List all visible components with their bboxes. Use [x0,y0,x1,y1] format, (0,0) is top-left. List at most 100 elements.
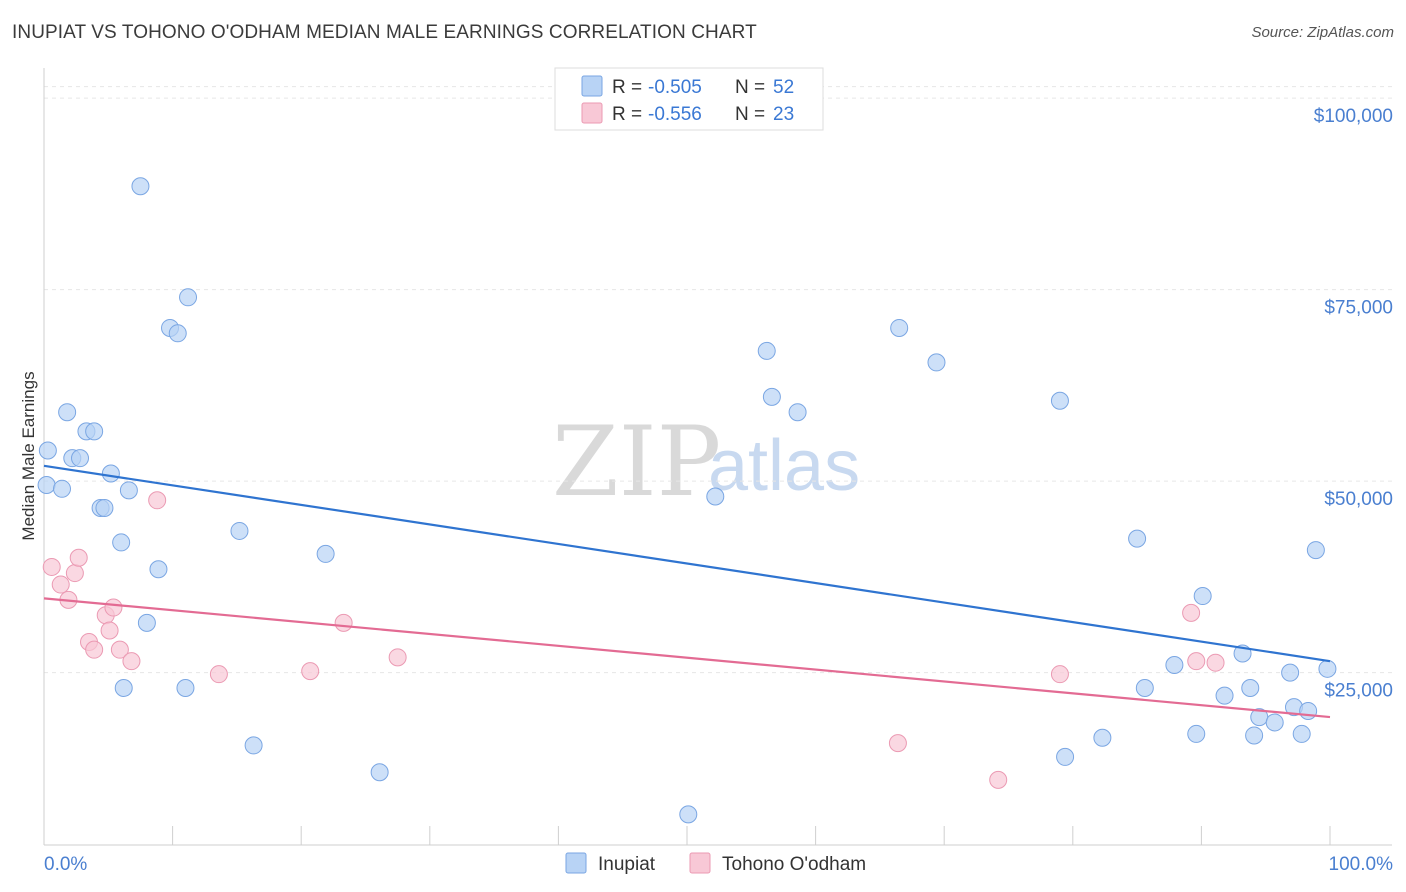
point-inupiat [131,177,150,196]
legend-label-tohono: Tohono O'odham [722,854,866,875]
legend-n-label: N = [735,77,765,98]
point-inupiat [149,560,168,579]
data-points [37,177,1337,824]
point-inupiat [58,403,77,422]
legend-n-value: 52 [773,77,794,98]
y-tick-label: $75,000 [1324,298,1393,319]
source-label: Source: ZipAtlas.com [1251,24,1394,41]
watermark-zip: ZIP [552,406,721,518]
point-inupiat [1056,747,1075,766]
point-tohono [888,734,907,753]
point-inupiat [119,481,138,500]
legend-r-value: -0.556 [648,104,702,125]
legend-swatch-inupiat-bottom [565,852,587,874]
y-tick-label: $25,000 [1324,681,1393,702]
stats-legend: R = -0.505 N = 52 R = -0.556 N = 23 [554,67,824,131]
point-inupiat [927,353,946,372]
legend-r-label: R = [612,104,642,125]
point-inupiat [788,403,807,422]
point-inupiat [1187,724,1206,743]
point-inupiat [114,678,133,697]
point-inupiat [1265,713,1284,732]
x-tick-label: 100.0% [1329,854,1394,875]
point-inupiat [1050,391,1069,410]
point-tohono [104,598,123,617]
point-tohono [1187,652,1206,671]
point-inupiat [244,736,263,755]
point-inupiat [71,449,90,468]
y-axis-label: Median Male Earnings [19,371,38,540]
point-inupiat [112,533,131,552]
y-tick-label: $50,000 [1324,489,1393,510]
point-tohono [301,662,320,681]
point-inupiat [762,387,781,406]
point-inupiat [1241,678,1260,697]
y-tick-label: $100,000 [1314,106,1393,127]
x-tick-label: 0.0% [44,854,87,875]
legend-r-value: -0.505 [648,77,702,98]
point-tohono [209,665,228,684]
point-tohono [334,613,353,632]
point-inupiat [1093,728,1112,747]
gridlines [44,86,1392,674]
legend-n-value: 23 [773,104,794,125]
point-inupiat [1128,529,1147,548]
legend-label-inupiat: Inupiat [598,854,656,875]
point-tohono [388,648,407,667]
point-inupiat [179,288,198,307]
x-ticks: 0.0% 100.0% [43,826,1394,875]
point-tohono [42,557,61,576]
point-tohono [148,491,167,510]
watermark: ZIP atlas [552,406,860,518]
point-inupiat [1281,663,1300,682]
trend-lines [43,464,1331,719]
point-tohono [110,640,129,659]
point-inupiat [890,318,909,337]
point-inupiat [1135,678,1154,697]
point-tohono [85,640,104,659]
legend-swatch-tohono [581,102,603,124]
legend-n-label: N = [735,104,765,125]
point-inupiat [1306,541,1325,560]
point-inupiat [706,487,725,506]
point-inupiat [53,479,72,498]
point-inupiat [38,441,57,460]
point-inupiat [679,805,698,824]
point-inupiat [137,613,156,632]
point-inupiat [101,464,120,483]
point-inupiat [1215,686,1234,705]
watermark-atlas: atlas [708,426,860,506]
point-inupiat [316,544,335,563]
point-tohono [122,652,141,671]
point-inupiat [230,521,249,540]
point-inupiat [1245,726,1264,745]
point-inupiat [1292,724,1311,743]
point-inupiat [176,678,195,697]
point-inupiat [1299,701,1318,720]
point-inupiat [85,422,104,441]
point-inupiat [370,763,389,782]
point-inupiat [1165,655,1184,674]
legend-swatch-inupiat [581,75,603,97]
y-ticks: $25,000 $50,000 $75,000 $100,000 [1314,106,1393,702]
trend-line-inupiat [43,464,1331,663]
point-tohono [100,621,119,640]
legend-swatch-tohono-bottom [689,852,711,874]
point-inupiat [168,324,187,343]
point-tohono [65,564,84,583]
point-inupiat [37,475,56,494]
point-inupiat [757,341,776,360]
series-legend: Inupiat Tohono O'odham [565,852,866,875]
trend-line-tohono [43,597,1331,719]
point-inupiat [95,498,114,517]
point-tohono [1206,653,1225,672]
point-inupiat [1318,659,1337,678]
chart-title: INUPIAT VS TOHONO O'ODHAM MEDIAN MALE EA… [12,22,757,43]
point-tohono [989,770,1008,789]
point-tohono [69,548,88,567]
point-tohono [1050,665,1069,684]
point-inupiat [1193,587,1212,606]
point-tohono [51,575,70,594]
legend-r-label: R = [612,77,642,98]
